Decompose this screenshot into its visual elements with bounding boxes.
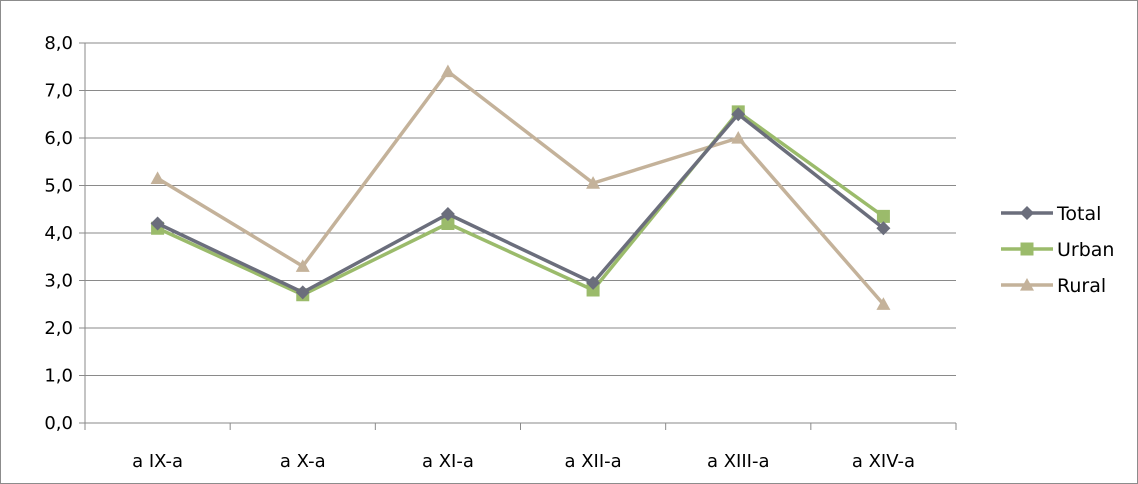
data-point-rural [876, 297, 891, 310]
data-point-total [731, 107, 746, 122]
legend-label-urban: Urban [1057, 239, 1114, 261]
legend-marker-urban [1020, 242, 1034, 256]
gridlines [85, 42, 956, 376]
axes [79, 42, 957, 430]
series-line-total [156, 112, 885, 295]
x-tick-label: a IX-a [132, 451, 183, 472]
data-point-urban [876, 209, 890, 223]
series-total [150, 107, 891, 300]
legend-label-total: Total [1056, 203, 1101, 225]
series-line-urban [156, 110, 885, 297]
x-tick-label: a XII-a [564, 451, 621, 472]
data-point-total [295, 285, 310, 300]
y-tick-label: 7,0 [44, 81, 73, 102]
data-point-rural [295, 259, 310, 272]
series [150, 64, 891, 310]
y-tick-label: 5,0 [44, 176, 73, 197]
legend-marker-total [1020, 206, 1034, 220]
y-tick-label: 3,0 [44, 271, 73, 292]
legend-item-urban: Urban [1001, 239, 1114, 261]
y-tick-label: 1,0 [44, 366, 73, 387]
legend: Total Urban Rural [1001, 203, 1114, 297]
data-point-urban [586, 283, 600, 297]
data-point-urban [441, 217, 455, 230]
data-point-rural [731, 131, 746, 144]
legend-label-rural: Rural [1057, 275, 1106, 297]
data-point-rural [150, 171, 165, 184]
data-point-rural [586, 176, 601, 189]
x-tick-label: a XIII-a [707, 451, 770, 472]
y-tick-label: 0,0 [44, 413, 73, 434]
series-line-rural [156, 69, 885, 306]
x-tick-label: a X-a [280, 451, 326, 472]
legend-item-total: Total [1001, 203, 1101, 225]
y-tick-label: 6,0 [44, 128, 73, 149]
data-point-total [440, 207, 455, 221]
data-point-rural [440, 64, 455, 78]
y-tick-labels: 0,0 1,0 2,0 3,0 4,0 5,0 6,0 7,0 8,0 [44, 33, 73, 434]
data-point-total [150, 216, 165, 231]
series-rural [150, 64, 891, 310]
x-tick-labels: a IX-a a X-a a XI-a a XII-a a XIII-a a XIV-a [132, 451, 915, 472]
data-point-total [586, 275, 601, 290]
legend-item-rural: Rural [1001, 275, 1106, 297]
x-tick-label: a XI-a [422, 451, 474, 472]
y-tick-label: 4,0 [44, 223, 73, 244]
y-tick-label: 8,0 [44, 33, 73, 54]
data-point-total [876, 221, 891, 236]
legend-marker-rural [1020, 278, 1034, 291]
x-tick-label: a XIV-a [852, 451, 915, 472]
y-tick-label: 2,0 [44, 318, 73, 339]
